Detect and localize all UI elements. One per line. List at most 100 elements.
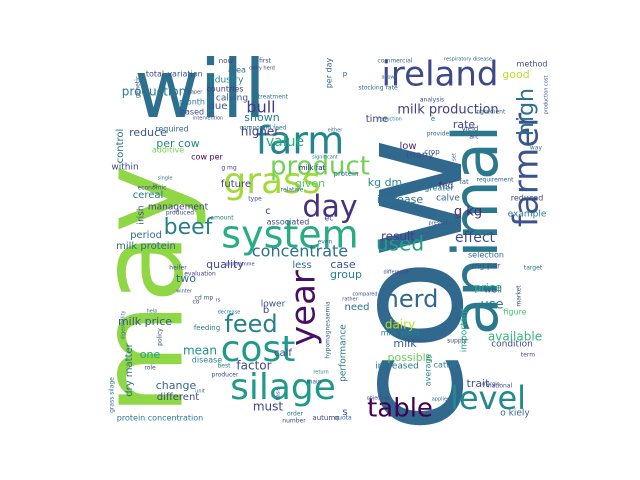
word-treatment: treatment [258, 94, 289, 101]
word-must: must [253, 400, 284, 414]
word-genetic: genetic [135, 76, 142, 98]
word-milk-fat: milk fat [299, 164, 326, 172]
word-silage: silage [230, 367, 336, 408]
word-return: return [313, 370, 328, 376]
word-increased: increased [375, 362, 419, 372]
word-heifer: heifer [169, 265, 187, 272]
word-unit: unit [195, 389, 205, 395]
word-year: year [284, 270, 324, 346]
word-control: control [115, 129, 126, 164]
word-higher: higher [241, 125, 280, 139]
word-bull: bull [246, 98, 275, 117]
word-within: within [111, 163, 138, 173]
word-milk-production: milk production [397, 103, 498, 118]
word-milk-protein: milk protein [116, 241, 176, 252]
word-high: high [514, 88, 539, 136]
word-amount: amount [210, 215, 234, 222]
word-associated: associated [267, 218, 310, 227]
word-milk: milk [393, 337, 417, 350]
word-per-cow: per cow [156, 137, 200, 150]
word-calving: calving [216, 94, 248, 104]
word-e: e [431, 115, 435, 123]
word-may: may [76, 165, 210, 416]
word-digestibility: digestibility [121, 310, 127, 339]
word-p: p [343, 70, 348, 78]
word-well: well [484, 286, 502, 296]
word-method: method [517, 60, 548, 69]
word-now: now [219, 57, 234, 65]
word-b: b [263, 305, 269, 316]
word-quota: quota [334, 415, 352, 422]
word-reduced: reduced [511, 194, 544, 203]
word-commercial: commercial [378, 58, 413, 65]
word-table: table [367, 394, 433, 424]
word-milk-price: milk price [118, 315, 172, 328]
word-rate: rate [453, 118, 476, 131]
word-system: system [221, 213, 358, 257]
word-industry: industry [207, 76, 245, 86]
word-co: co [193, 299, 200, 306]
word-stocking-rate: stocking rate [358, 85, 398, 92]
word-requirement: requirement [476, 177, 514, 184]
word-one: one [140, 348, 161, 361]
word-stage: stage [443, 164, 460, 171]
word-ireland: ireland [381, 55, 498, 95]
word-many: many [406, 150, 434, 161]
word-given: given [295, 177, 325, 190]
word-target: target [524, 265, 543, 272]
word-programme: programme [225, 262, 254, 268]
word-compared: compared [352, 292, 377, 298]
word-beef: beef [164, 215, 214, 240]
word-even: even [318, 239, 333, 246]
word-used: used [376, 232, 424, 256]
word-c: c [265, 206, 271, 217]
word-feeding: feeding [194, 324, 220, 332]
word-basis: basis [276, 387, 282, 400]
word-either: either [328, 128, 344, 134]
word-rather: rather [342, 297, 358, 303]
word-future: future [221, 179, 251, 190]
word-difference: difference [383, 270, 408, 276]
word-farm: farm [256, 119, 345, 163]
word-dry-matter: dry matter [124, 342, 135, 396]
word-countries: countries [206, 85, 243, 94]
word-cd-mp: cd mp [195, 295, 214, 302]
word-single: single [158, 176, 173, 182]
word-milk-yield: milk yield [381, 329, 420, 338]
word-present: present [428, 221, 447, 227]
word-period: period [130, 230, 162, 241]
word-performance: performance [339, 324, 349, 382]
word-dairy: dairy [385, 318, 415, 332]
word-production: production [122, 85, 186, 99]
word-day: day [302, 190, 357, 225]
word-farmer: farmer [507, 113, 547, 227]
word-selection: selection [468, 251, 504, 260]
word-need: need [345, 302, 370, 313]
word-economic: economic [138, 185, 167, 192]
word-objective: objective [367, 396, 390, 402]
word-concentrate: concentrate [252, 242, 348, 261]
word-provide: provide [427, 131, 450, 138]
word-term: term [521, 352, 535, 359]
word-good: good [502, 68, 529, 81]
word-rs: rs [216, 298, 221, 304]
word-due: due [209, 101, 228, 112]
word-crop: crop [424, 148, 440, 156]
word-herd: herd [384, 285, 439, 313]
word-milk-fat: milk fat [299, 164, 326, 172]
word-per-day: per day [325, 57, 334, 88]
word-significant: significant [312, 155, 338, 161]
word-based: based [180, 108, 204, 117]
word-respiratory-disease: respiratory disease [444, 57, 492, 63]
word-protein-concentration: protein concentration [117, 414, 203, 423]
word-less: less [292, 260, 311, 271]
word-ie: ie [153, 184, 157, 190]
word-policy: policy [157, 328, 164, 346]
word-decline: decline [440, 216, 462, 223]
word-required: required [155, 125, 189, 134]
word-case: case [330, 258, 356, 271]
word-role: role [144, 365, 156, 372]
word-national: national [488, 383, 513, 390]
word-area: area [228, 66, 246, 75]
word-result: result [381, 230, 415, 244]
